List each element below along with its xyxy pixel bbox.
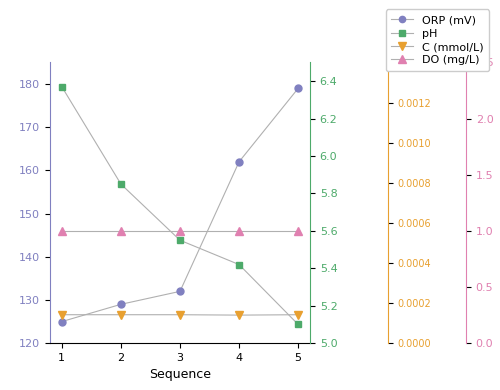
- DO (mg/L): [177, 229, 183, 233]
- ORP (mV): [236, 160, 242, 164]
- pH: [177, 238, 183, 243]
- C (mmol/L): [177, 312, 183, 317]
- X-axis label: Sequence: Sequence: [149, 369, 211, 381]
- DO (mg/L): [118, 229, 124, 233]
- pH: [59, 84, 65, 89]
- C (mmol/L): [236, 313, 242, 317]
- Line: ORP (mV): ORP (mV): [58, 85, 302, 325]
- Line: C (mmol/L): C (mmol/L): [58, 310, 302, 319]
- Line: DO (mg/L): DO (mg/L): [58, 227, 302, 235]
- C (mmol/L): [59, 312, 65, 317]
- DO (mg/L): [236, 229, 242, 233]
- ORP (mV): [118, 302, 124, 307]
- ORP (mV): [295, 86, 301, 90]
- pH: [295, 322, 301, 327]
- Legend: ORP (mV), pH, C (mmol/L), DO (mg/L): ORP (mV), pH, C (mmol/L), DO (mg/L): [386, 9, 490, 71]
- ORP (mV): [59, 319, 65, 324]
- DO (mg/L): [295, 229, 301, 233]
- pH: [118, 182, 124, 186]
- Line: pH: pH: [58, 83, 302, 328]
- DO (mg/L): [59, 229, 65, 233]
- ORP (mV): [177, 289, 183, 294]
- C (mmol/L): [295, 312, 301, 317]
- C (mmol/L): [118, 312, 124, 317]
- pH: [236, 262, 242, 267]
